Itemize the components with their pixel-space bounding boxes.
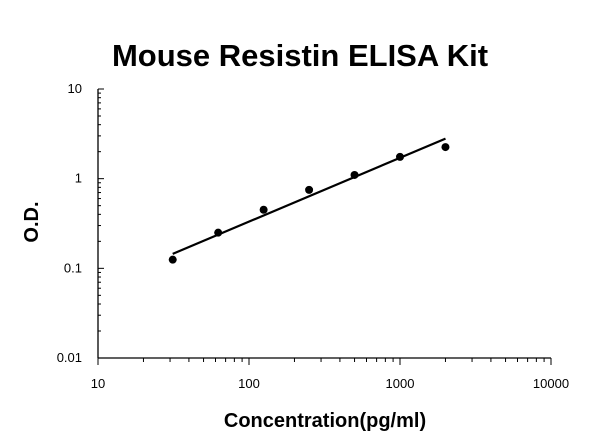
y-axis-label: O.D. xyxy=(21,201,43,243)
data-point xyxy=(441,143,450,152)
x-tick-label: 10000 xyxy=(533,376,569,391)
data-point xyxy=(396,152,404,161)
data-point xyxy=(214,228,223,237)
x-axis-label: Concentration(pg/ml) xyxy=(223,410,427,432)
tick-marks xyxy=(97,88,552,365)
chart-title: Mouse Resistin ELISA Kit xyxy=(111,38,489,73)
tick-labels: 10 100 1000 10000 0.01 0.1 1 10 xyxy=(57,81,569,391)
x-tick-label: 10 xyxy=(91,376,105,391)
x-tick-label: 1000 xyxy=(386,376,415,391)
axes xyxy=(97,89,551,359)
data-point xyxy=(168,255,177,264)
y-tick-label: 0.1 xyxy=(64,260,82,275)
data-point xyxy=(305,185,314,194)
y-tick-label: 10 xyxy=(68,81,82,96)
data-points-layer xyxy=(168,143,450,264)
y-tick-label: 0.01 xyxy=(57,350,82,365)
fit-line xyxy=(172,137,446,255)
fit-line-layer xyxy=(172,137,446,255)
data-point xyxy=(350,170,359,179)
data-point xyxy=(259,205,268,214)
y-tick-label: 1 xyxy=(75,171,82,186)
x-tick-label: 100 xyxy=(238,376,260,391)
